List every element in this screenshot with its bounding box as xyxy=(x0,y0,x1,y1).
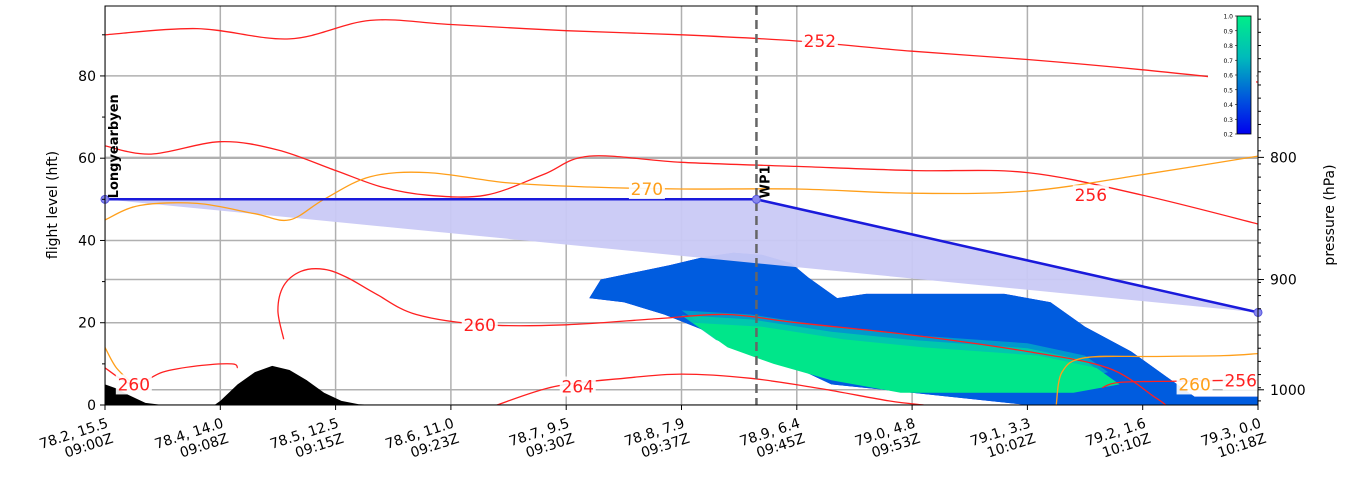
pressure-tick-label: 800 xyxy=(1270,150,1297,166)
isotherm-label-bg xyxy=(1072,185,1109,206)
isotherm-line xyxy=(105,155,1258,222)
flight-path-shading xyxy=(105,199,1258,313)
x-tick-label: 78.4, 14.009:08Z xyxy=(153,416,231,468)
x-tick-label: 78.9, 6.409:45Z xyxy=(738,416,807,466)
colorbar-tick-label: 0.2 xyxy=(1223,132,1233,139)
y-tick-label: 80 xyxy=(78,69,96,85)
x-tick-label: 79.0, 4.809:53Z xyxy=(853,416,922,466)
pressure-tick-label: 1000 xyxy=(1270,383,1306,399)
x-tick-label: 79.1, 3.310:02Z xyxy=(968,416,1037,466)
isotherm-label: 256 xyxy=(1075,186,1107,206)
colorbar-tick-label: 1.0 xyxy=(1223,14,1233,21)
x-tick-label: 78.6, 11.009:23Z xyxy=(383,416,461,468)
y-tick-label: 40 xyxy=(78,233,96,249)
y-axis-label: flight level (hft) xyxy=(45,151,61,259)
colorbar xyxy=(1236,15,1252,135)
isotherm-line xyxy=(277,268,1167,405)
x-tick-label: 78.2, 15.509:00Z xyxy=(38,416,116,468)
y-tick-label: 20 xyxy=(78,316,96,332)
isotherm-label: 256 xyxy=(1224,371,1256,391)
isotherm-line xyxy=(105,141,1258,225)
isotherm-label-bg xyxy=(461,314,498,335)
x-tick-label: 78.5, 12.509:15Z xyxy=(268,416,346,468)
colorbar-tick-label: 0.7 xyxy=(1223,58,1233,65)
colorbar-tick-label: 0.9 xyxy=(1223,28,1233,35)
pressure-tick-label: 900 xyxy=(1270,273,1297,289)
isotherm-label: 264 xyxy=(562,377,594,397)
isotherm-label-bg xyxy=(628,179,665,200)
colorbar-tick-label: 0.4 xyxy=(1223,102,1233,109)
isotherm-label: 260 xyxy=(463,316,495,336)
isotherm-label-bg xyxy=(115,374,152,395)
colorbar-tick-label: 0.8 xyxy=(1223,43,1233,50)
colorbar-tick-label: 0.6 xyxy=(1223,73,1233,80)
colorbar-tick-label: 0.3 xyxy=(1223,117,1233,124)
colorbar-tick-label: 0.5 xyxy=(1223,87,1233,94)
isotherm-label: 260 xyxy=(1178,375,1210,395)
waypoint-marker xyxy=(751,194,761,204)
x-tick-label: 79.3, 0.010:18Z xyxy=(1199,416,1268,466)
isotherm-label-bg xyxy=(1222,370,1259,391)
isotherm-label: 270 xyxy=(631,180,663,200)
isotherm-label: 252 xyxy=(804,32,836,52)
waypoint-label: WP1 xyxy=(758,165,773,198)
y-tick-label: 60 xyxy=(78,151,96,167)
isotherm-label: 260 xyxy=(118,375,150,395)
isotherm-line xyxy=(1055,352,1258,405)
terrain-fill xyxy=(105,365,1258,405)
y-tick-label: 0 xyxy=(87,398,96,414)
isotherm-line xyxy=(105,19,1258,83)
waypoint-label: Longyearbyen xyxy=(107,94,122,198)
right-axis-label: pressure (hPa) xyxy=(1322,164,1338,265)
cloud-field-core xyxy=(693,322,1120,393)
x-tick-label: 78.7, 9.509:30Z xyxy=(507,416,576,466)
x-tick-label: 78.8, 7.909:37Z xyxy=(622,416,691,466)
isotherm-label-bg xyxy=(801,30,838,51)
isotherm-label-bg xyxy=(1176,374,1213,395)
isotherm-label-bg xyxy=(559,376,596,397)
x-tick-label: 79.2, 1.610:10Z xyxy=(1084,416,1153,466)
